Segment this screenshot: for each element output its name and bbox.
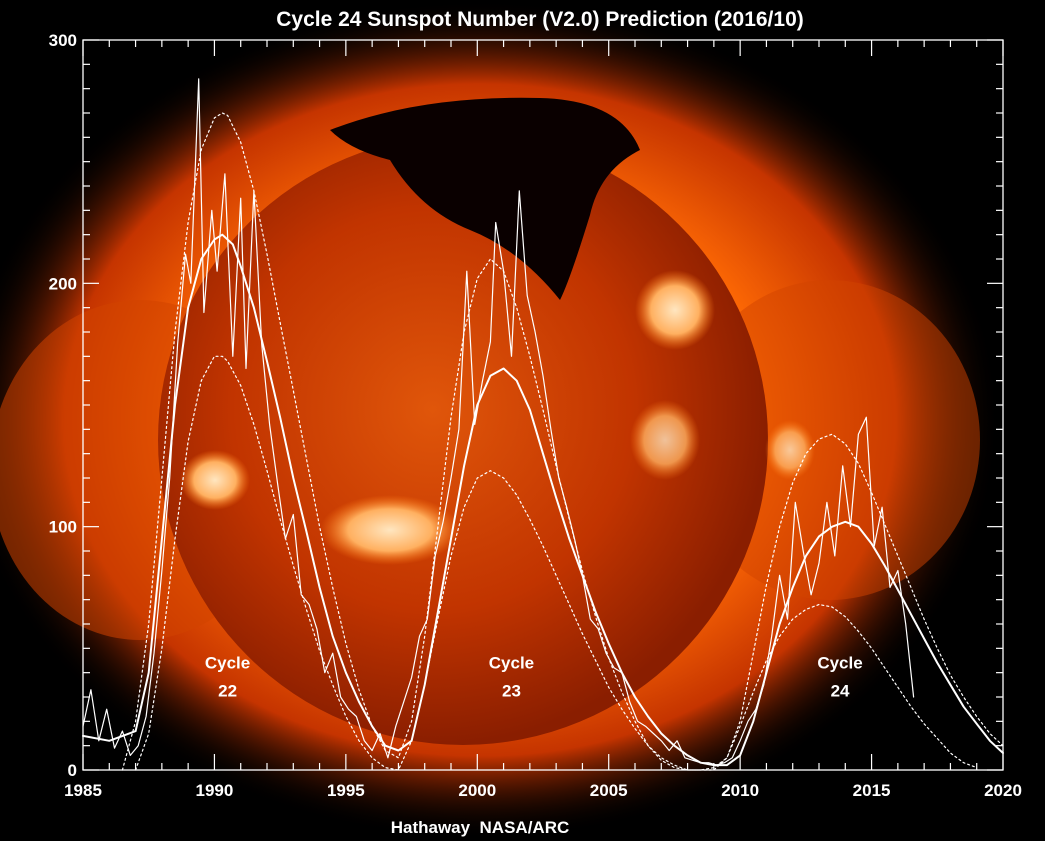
x-tick-label: 2010 (721, 781, 759, 800)
cycle-annotations: Cycle 22 Cycle 23 Cycle 24 (205, 653, 863, 700)
cycle-number: 23 (502, 681, 521, 700)
y-tick-label: 0 (68, 761, 77, 780)
active-region-1 (320, 495, 460, 565)
active-region-2 (635, 270, 715, 350)
axis-ticks (82, 39, 1004, 771)
series-line-monthly (82, 78, 915, 766)
sun-background (0, 0, 1000, 840)
x-tick-labels: 1985 1990 1995 2000 2005 2010 2015 2020 (64, 781, 1022, 800)
y-tick-label: 100 (49, 518, 77, 537)
solar-disk (158, 135, 768, 745)
series-line-smoothed (82, 233, 1004, 767)
series-line-prediction_lower (135, 355, 978, 771)
x-tick-label: 2015 (853, 781, 891, 800)
y-tick-label: 200 (49, 274, 77, 293)
x-tick-label: 2020 (984, 781, 1022, 800)
coronal-hole (330, 97, 640, 300)
y-tick-labels: 0 100 200 300 (49, 31, 77, 780)
x-tick-label: 1990 (196, 781, 234, 800)
active-region-3 (180, 450, 250, 510)
y-tick-label: 300 (49, 31, 77, 50)
cycle-number: 22 (218, 681, 237, 700)
active-region-4 (630, 400, 700, 480)
cycle-label: Cycle (817, 653, 862, 672)
series-line-prediction_upper (121, 112, 1004, 771)
x-tick-label: 1985 (64, 781, 102, 800)
cycle-number: 24 (831, 681, 850, 700)
active-region-5 (765, 420, 815, 480)
chart-title: Cycle 24 Sunspot Number (V2.0) Predictio… (276, 8, 804, 31)
x-tick-label: 2000 (458, 781, 496, 800)
series-layer (82, 78, 1004, 771)
x-tick-label: 2005 (590, 781, 628, 800)
credit-label: Hathaway NASA/ARC (391, 818, 570, 837)
cycle-label: Cycle (205, 653, 250, 672)
x-tick-label: 1995 (327, 781, 365, 800)
cycle-label: Cycle (489, 653, 534, 672)
